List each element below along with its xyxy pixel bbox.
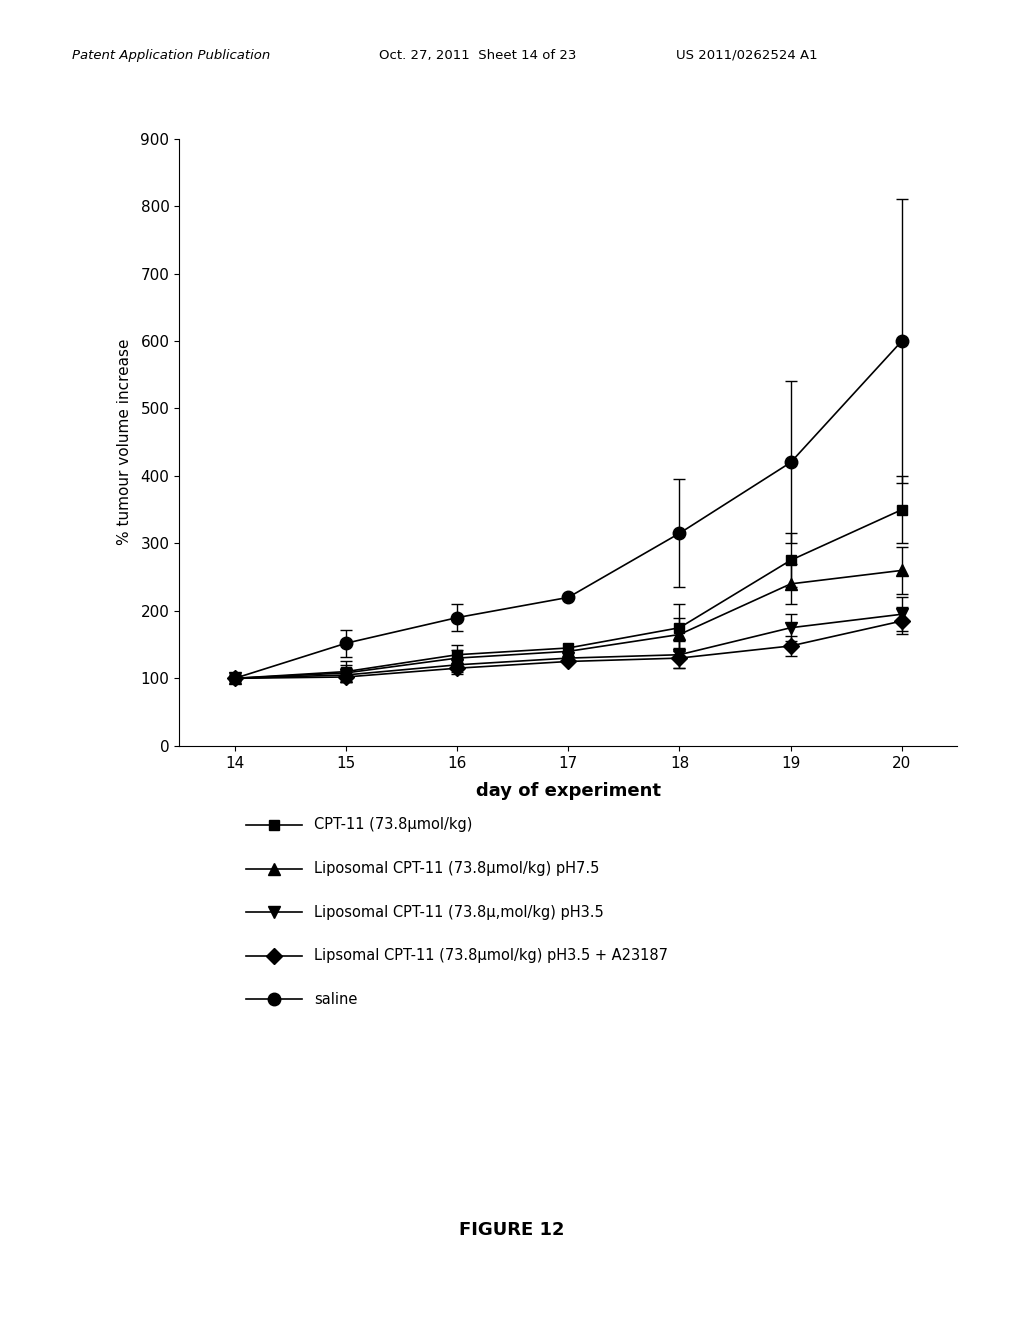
Text: Liposomal CPT-11 (73.8μ,mol/kg) pH3.5: Liposomal CPT-11 (73.8μ,mol/kg) pH3.5 xyxy=(314,904,604,920)
Y-axis label: % tumour volume increase: % tumour volume increase xyxy=(117,339,132,545)
Text: US 2011/0262524 A1: US 2011/0262524 A1 xyxy=(676,49,817,62)
Text: Liposomal CPT-11 (73.8μmol/kg) pH7.5: Liposomal CPT-11 (73.8μmol/kg) pH7.5 xyxy=(314,861,600,876)
Text: Patent Application Publication: Patent Application Publication xyxy=(72,49,270,62)
Text: CPT-11 (73.8μmol/kg): CPT-11 (73.8μmol/kg) xyxy=(314,817,473,833)
Text: Oct. 27, 2011  Sheet 14 of 23: Oct. 27, 2011 Sheet 14 of 23 xyxy=(379,49,577,62)
Text: FIGURE 12: FIGURE 12 xyxy=(459,1221,565,1239)
Text: Lipsomal CPT-11 (73.8μmol/kg) pH3.5 + A23187: Lipsomal CPT-11 (73.8μmol/kg) pH3.5 + A2… xyxy=(314,948,669,964)
Text: saline: saline xyxy=(314,991,357,1007)
X-axis label: day of experiment: day of experiment xyxy=(476,781,660,800)
